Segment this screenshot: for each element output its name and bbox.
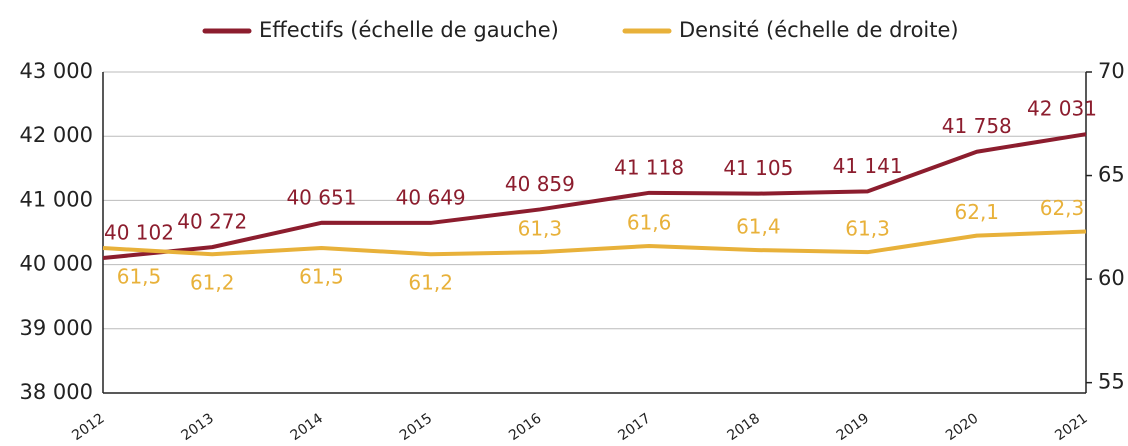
value-label: 40 102 — [104, 221, 174, 245]
value-label: 40 651 — [286, 185, 356, 209]
legend-label: Densité (échelle de droite) — [679, 18, 959, 42]
y2-tick-label: 60 — [1098, 266, 1125, 290]
value-label: 61,5 — [117, 265, 162, 289]
y-tick-label: 42 000 — [20, 123, 93, 147]
value-label: 42 031 — [1027, 97, 1097, 121]
y-tick-label: 38 000 — [20, 380, 93, 404]
x-tick-label: 2016 — [506, 410, 544, 444]
y-tick-label: 43 000 — [20, 59, 93, 83]
value-label: 41 141 — [833, 154, 903, 178]
value-label: 40 859 — [505, 172, 575, 196]
value-label: 40 649 — [396, 185, 466, 209]
y-tick-label: 39 000 — [20, 316, 93, 340]
legend-label: Effectifs (échelle de gauche) — [259, 18, 559, 42]
value-label: 62,3 — [1040, 196, 1085, 220]
x-tick-label: 2013 — [178, 410, 216, 444]
x-tick-label: 2014 — [288, 410, 326, 444]
y-tick-label: 40 000 — [20, 252, 93, 276]
x-tick-label: 2018 — [725, 410, 763, 444]
value-label: 61,3 — [845, 217, 890, 241]
series-line — [102, 229, 1087, 257]
value-label: 41 105 — [723, 156, 793, 180]
x-tick-label: 2015 — [397, 410, 435, 444]
value-label: 40 272 — [177, 210, 247, 234]
value-label: 61,5 — [299, 265, 344, 289]
y2-tick-label: 55 — [1098, 370, 1125, 394]
x-tick-label: 2020 — [943, 410, 981, 444]
value-label: 61,4 — [736, 215, 781, 239]
series-line — [102, 132, 1087, 261]
value-label: 61,6 — [627, 210, 672, 234]
value-label: 62,1 — [955, 200, 1000, 224]
x-tick-label: 2021 — [1052, 410, 1090, 444]
value-label: 61,2 — [408, 271, 453, 295]
value-label: 41 118 — [614, 155, 684, 179]
y2-tick-label: 70 — [1098, 59, 1125, 83]
y-tick-label: 41 000 — [20, 187, 93, 211]
y2-tick-label: 65 — [1098, 163, 1125, 187]
value-label: 41 758 — [942, 114, 1012, 138]
x-tick-label: 2019 — [834, 410, 872, 444]
x-tick-label: 2012 — [69, 410, 107, 444]
value-label: 61,2 — [190, 271, 235, 295]
x-tick-label: 2017 — [615, 410, 653, 444]
value-label: 61,3 — [518, 217, 563, 241]
